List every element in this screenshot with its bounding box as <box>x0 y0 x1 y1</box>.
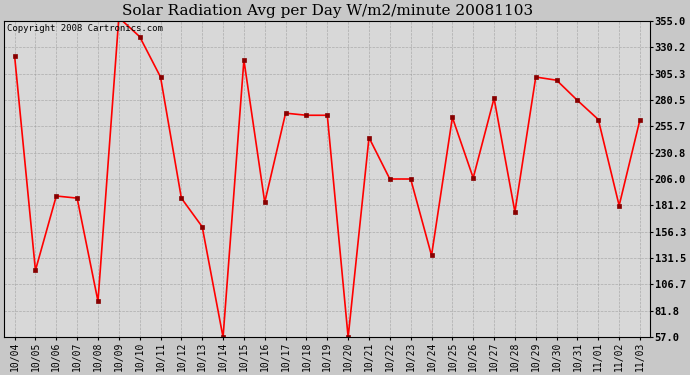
Title: Solar Radiation Avg per Day W/m2/minute 20081103: Solar Radiation Avg per Day W/m2/minute … <box>121 4 533 18</box>
Text: Copyright 2008 Cartronics.com: Copyright 2008 Cartronics.com <box>8 24 164 33</box>
